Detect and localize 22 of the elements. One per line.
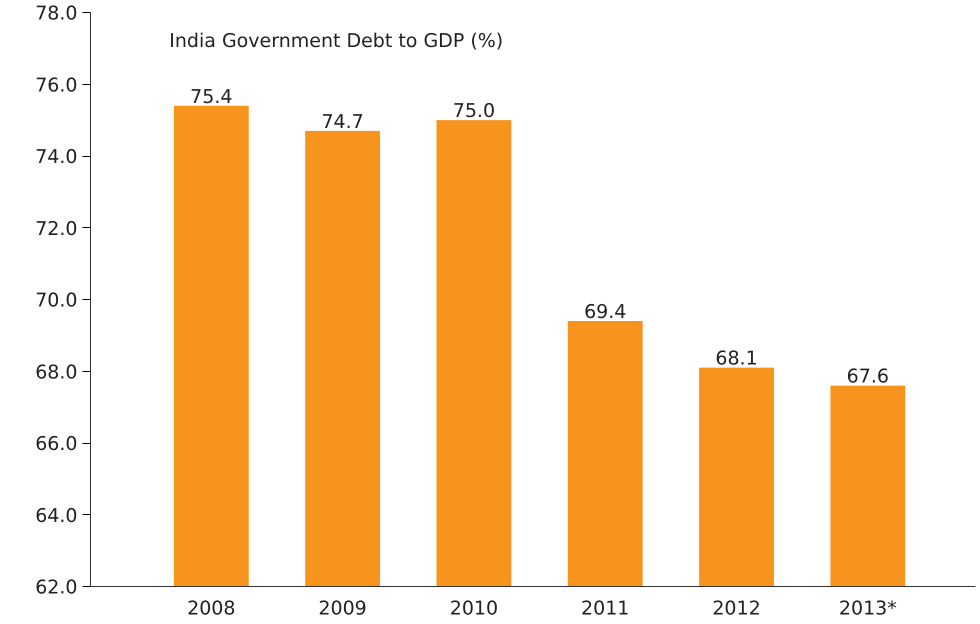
x-tick-label: 2013* [838,598,897,620]
data-label: 75.0 [452,100,496,122]
y-tick-label: 78.0 [35,2,78,24]
y-tick-label: 64.0 [35,504,78,527]
data-label: 67.6 [846,366,889,388]
y-tick-label: 74.0 [35,146,78,168]
y-tick-label: 76.0 [35,74,78,96]
x-tick-label: 2009 [318,598,367,620]
x-tick-label: 2012 [712,598,761,620]
data-label: 74.7 [321,110,364,133]
data-label: 68.1 [715,348,758,370]
y-tick-label: 68.0 [35,361,78,384]
text: India Government Debt to GDP (%) [169,30,504,52]
y-tick-label: 70.0 [35,290,78,312]
data-label: 75.4 [190,86,232,108]
y-tick-label: 66.0 [35,433,78,455]
x-tick-label: 2008 [187,598,236,620]
y-tick-label: 72.0 [35,218,78,240]
x-tick-label: 2010 [450,598,498,620]
data-label: 69.4 [584,301,626,324]
y-tick-label: 62.0 [35,576,78,598]
x-tick-label: 2011 [581,598,630,620]
